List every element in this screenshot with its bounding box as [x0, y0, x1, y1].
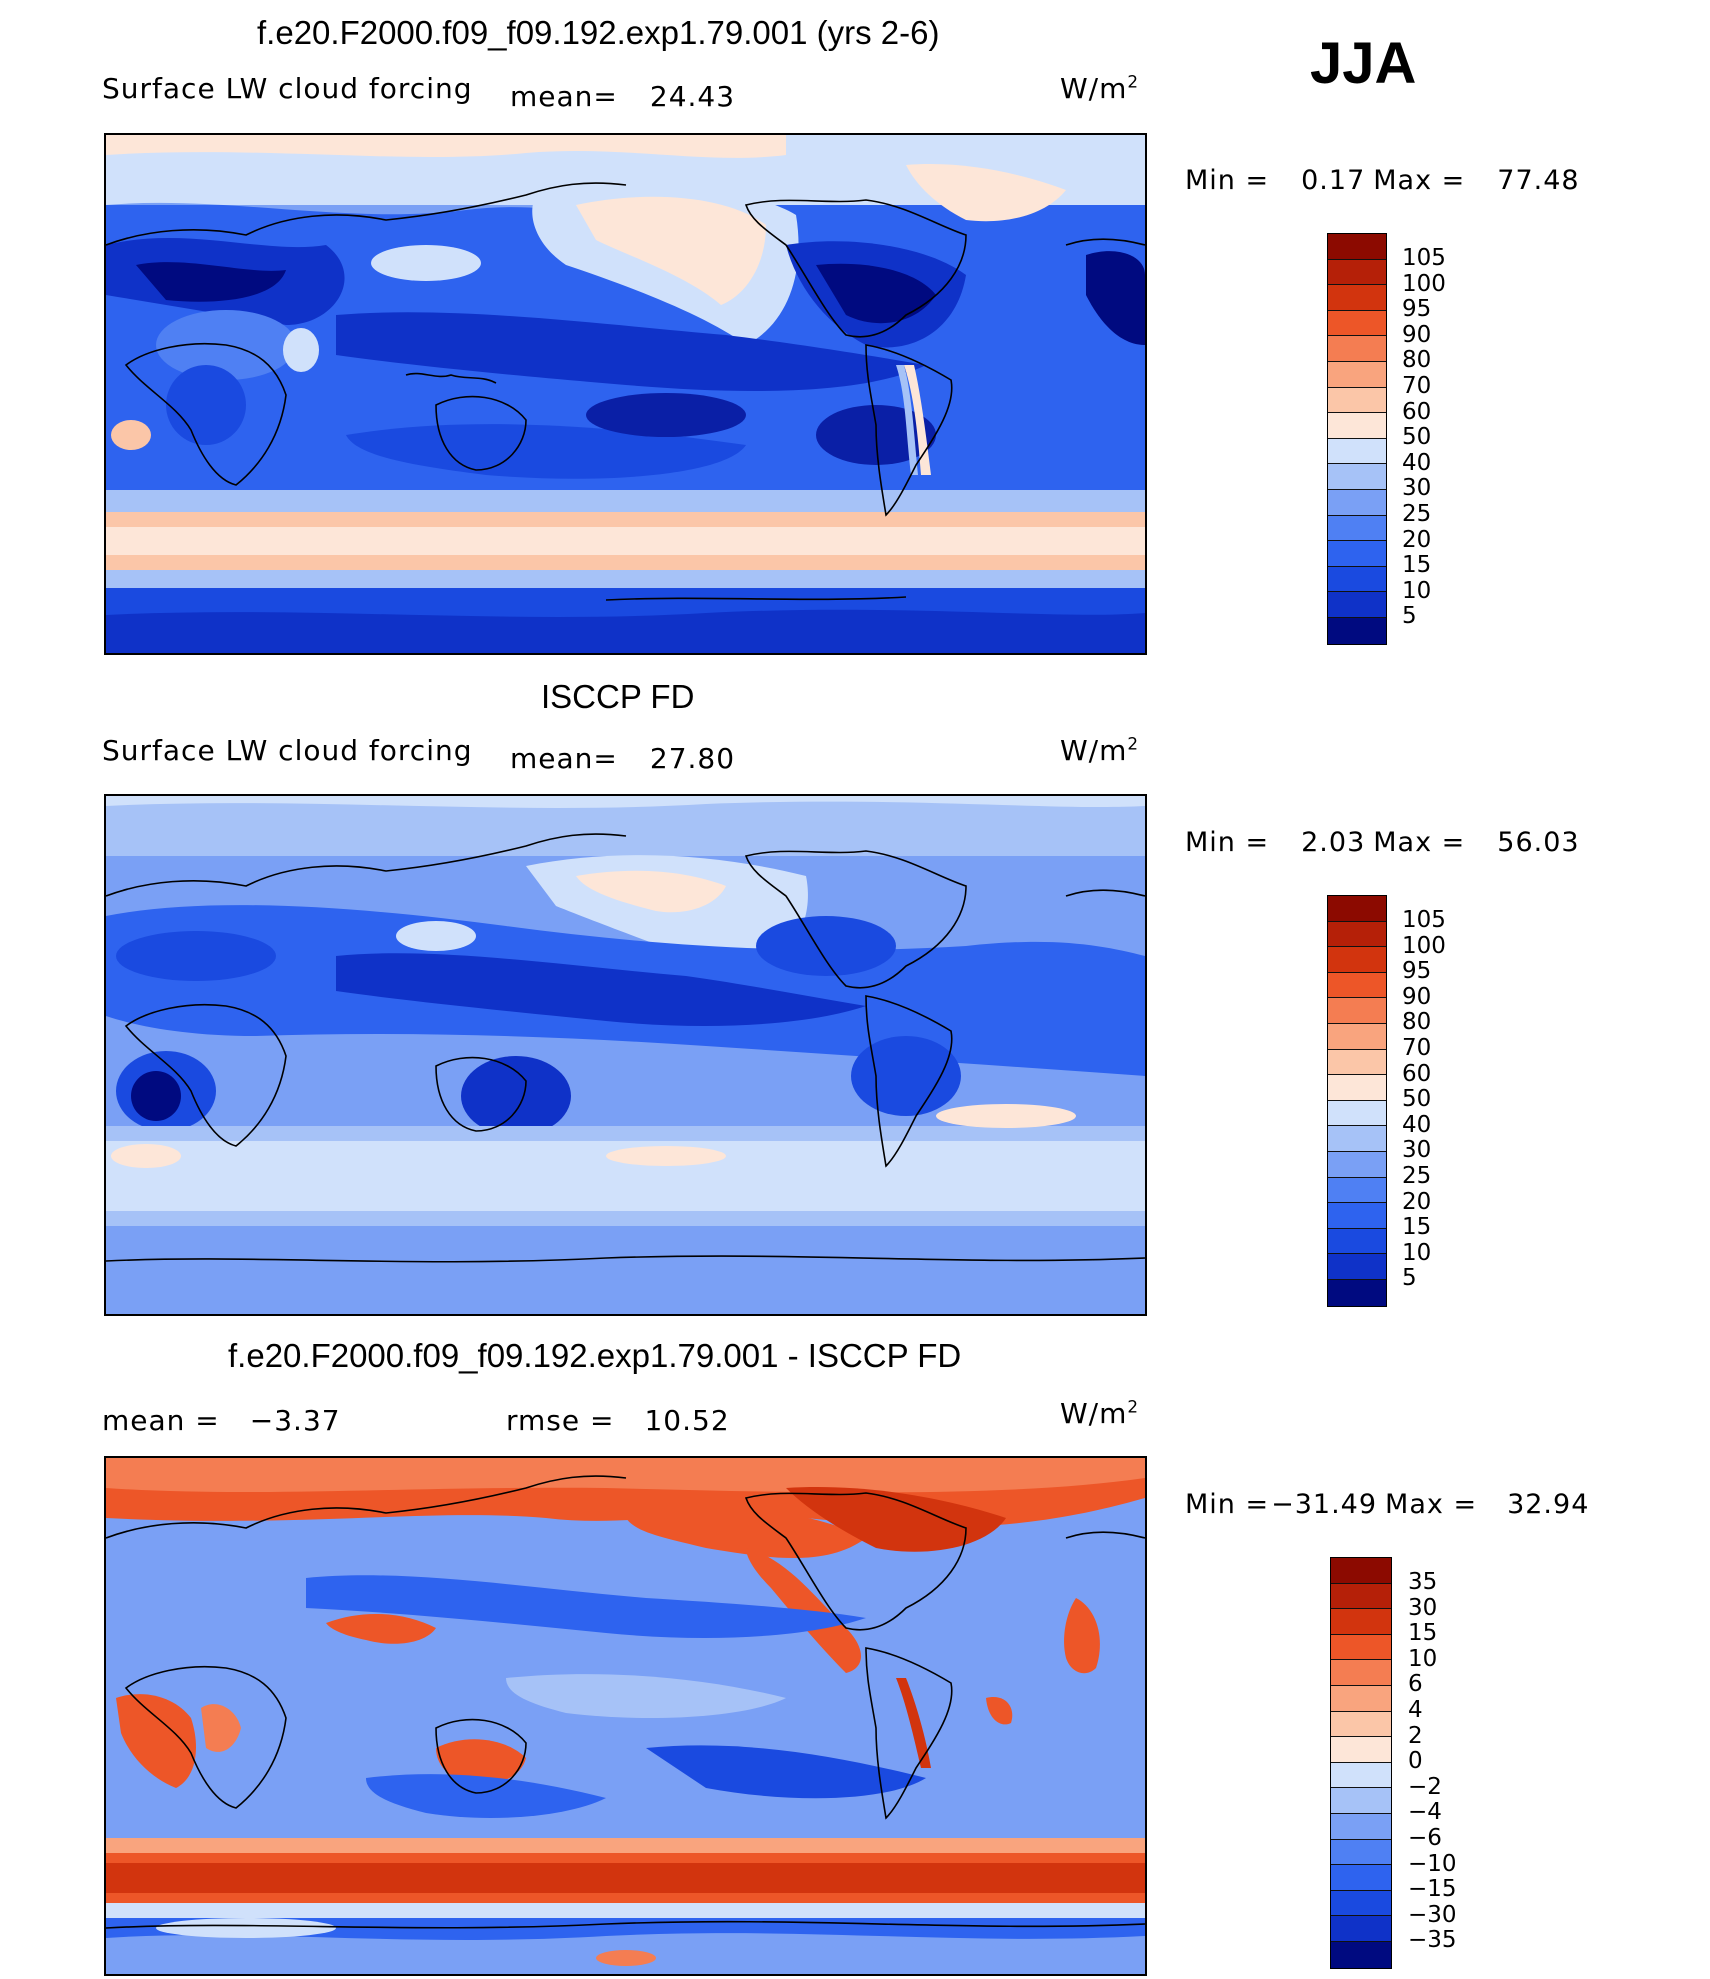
- panel1-map: [104, 133, 1147, 655]
- panel3-map: [104, 1456, 1147, 1976]
- panel2-min-label: Min =: [1185, 827, 1270, 858]
- colorbar-label: 15: [1408, 1620, 1438, 1647]
- panel3-min-value: −31.49: [1271, 1489, 1378, 1520]
- colorbar-label: 40: [1402, 1111, 1432, 1138]
- colorbar-label: 5: [1402, 1265, 1417, 1292]
- colorbar-label: 90: [1402, 983, 1432, 1010]
- panel3-max-label: Max =: [1385, 1489, 1478, 1520]
- panel3-max-value: 32.94: [1507, 1489, 1590, 1520]
- panel1-minmax: Min = 0.17 Max = 77.48: [1185, 165, 1580, 196]
- colorbar-label: −15: [1408, 1876, 1457, 1903]
- panel1-variable: Surface LW cloud forcing: [102, 72, 473, 105]
- colorbar-label: 80: [1402, 1009, 1432, 1036]
- colorbar-label: 60: [1402, 398, 1432, 425]
- colorbar-label: 2: [1408, 1722, 1423, 1749]
- panel1-units: W/m2: [1060, 71, 1140, 105]
- colorbar-label: 10: [1402, 577, 1432, 604]
- colorbar-label: 50: [1402, 424, 1432, 451]
- colorbar-label: 30: [1408, 1594, 1438, 1621]
- colorbar-label: 25: [1402, 500, 1432, 527]
- colorbar-label: 30: [1402, 1137, 1432, 1164]
- panel1-max-label: Max =: [1373, 165, 1466, 196]
- colorbar-label: 20: [1402, 526, 1432, 553]
- colorbar-label: 105: [1402, 245, 1446, 271]
- panel1-mean: mean= 24.43: [510, 80, 735, 113]
- panel1-colorbar: [1327, 233, 1387, 645]
- panel1-title: f.e20.F2000.f09_f09.192.exp1.79.001 (yrs…: [257, 14, 940, 51]
- panel1-min-value: 0.17: [1301, 165, 1366, 196]
- colorbar-label: 105: [1402, 907, 1446, 933]
- panel3-mean-value: −3.37: [249, 1404, 341, 1437]
- panel2-map: [104, 794, 1147, 1316]
- colorbar-label: −30: [1408, 1901, 1457, 1928]
- panel2-max-value: 56.03: [1497, 827, 1580, 858]
- colorbar-label: 70: [1402, 372, 1432, 399]
- colorbar-label: 0: [1408, 1748, 1423, 1775]
- panel2-mean: mean= 27.80: [510, 742, 735, 775]
- panel3-minmax: Min =−31.49 Max = 32.94: [1185, 1489, 1589, 1520]
- colorbar-label: 80: [1402, 347, 1432, 374]
- colorbar-label: 4: [1408, 1696, 1423, 1723]
- panel2-mean-value: 27.80: [649, 742, 736, 775]
- colorbar-label: 6: [1408, 1671, 1423, 1698]
- panel2-minmax: Min = 2.03 Max = 56.03: [1185, 827, 1580, 858]
- colorbar-label: −6: [1408, 1824, 1442, 1851]
- panel3-title: f.e20.F2000.f09_f09.192.exp1.79.001 - IS…: [228, 1337, 962, 1374]
- panel2-colorbar: [1327, 895, 1387, 1307]
- panel3-units: W/m2: [1060, 1396, 1140, 1430]
- colorbar-label: 20: [1402, 1188, 1432, 1215]
- colorbar-label: 95: [1402, 296, 1432, 323]
- panel2-min-value: 2.03: [1301, 827, 1366, 858]
- panel1-min-label: Min =: [1185, 165, 1270, 196]
- panel1-max-value: 77.48: [1497, 165, 1580, 196]
- colorbar-label: 95: [1402, 958, 1432, 985]
- panel3-rmse: rmse = 10.52: [506, 1404, 730, 1437]
- colorbar-label: 15: [1402, 552, 1432, 579]
- colorbar-label: 10: [1408, 1645, 1438, 1672]
- colorbar-label: 40: [1402, 449, 1432, 476]
- colorbar-label: 100: [1402, 270, 1446, 297]
- colorbar-label: 100: [1402, 932, 1446, 959]
- season-label: JJA: [1310, 31, 1417, 96]
- panel3-min-label: Min =: [1185, 1489, 1270, 1520]
- colorbar-label: 5: [1402, 603, 1417, 630]
- panel2-units: W/m2: [1060, 733, 1140, 767]
- panel2-colorbar-labels: 105 100 95 90 80 70 60 50 40 30 25 20 15…: [1402, 907, 1446, 1292]
- panel2-variable: Surface LW cloud forcing: [102, 734, 473, 767]
- panel3-mean-label: mean =: [102, 1404, 220, 1437]
- colorbar-label: 50: [1402, 1086, 1432, 1113]
- panel3-colorbar-labels: 35 30 15 10 6 4 2 0 −2 −4 −6 −10 −15 −30…: [1408, 1569, 1457, 1954]
- panel3-mean: mean = −3.37: [102, 1404, 341, 1437]
- colorbar-label: 10: [1402, 1239, 1432, 1266]
- colorbar-label: 90: [1402, 321, 1432, 348]
- colorbar-label: −2: [1408, 1773, 1442, 1800]
- panel1-mean-label: mean=: [510, 80, 618, 113]
- colorbar-label: 35: [1408, 1569, 1438, 1595]
- panel1-colorbar-labels: 105 100 95 90 80 70 60 50 40 30 25 20 15…: [1402, 245, 1446, 630]
- colorbar-label: 25: [1402, 1162, 1432, 1189]
- colorbar-label: −10: [1408, 1850, 1457, 1877]
- panel3-rmse-label: rmse =: [506, 1404, 615, 1437]
- panel2-title: ISCCP FD: [541, 678, 695, 715]
- colorbar-label: 60: [1402, 1060, 1432, 1087]
- colorbar-label: 30: [1402, 475, 1432, 502]
- colorbar-label: 15: [1402, 1214, 1432, 1241]
- panel2-mean-label: mean=: [510, 742, 618, 775]
- panel3-colorbar: [1330, 1557, 1392, 1969]
- colorbar-label: −4: [1408, 1799, 1442, 1826]
- panel2-max-label: Max =: [1373, 827, 1466, 858]
- colorbar-label: −35: [1408, 1927, 1457, 1954]
- colorbar-label: 70: [1402, 1034, 1432, 1061]
- panel1-mean-value: 24.43: [649, 80, 736, 113]
- panel3-rmse-value: 10.52: [644, 1404, 730, 1437]
